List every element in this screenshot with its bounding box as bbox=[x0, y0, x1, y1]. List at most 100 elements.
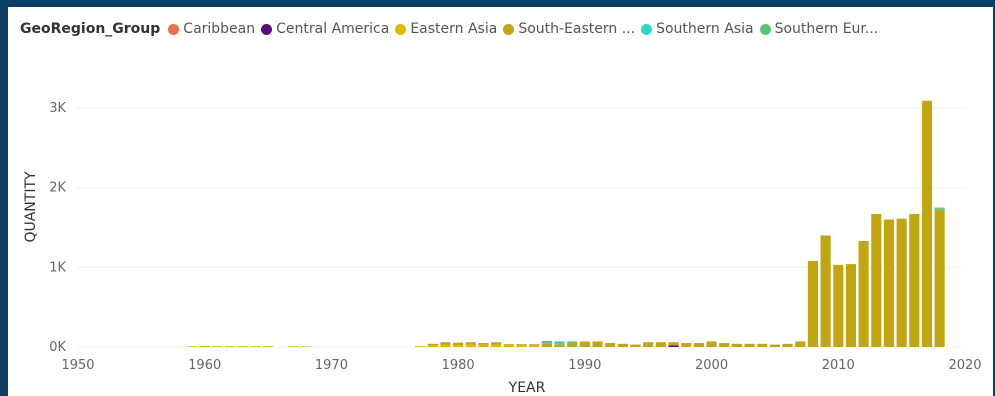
bar-segment[interactable] bbox=[554, 341, 565, 344]
x-axis-title: YEAR bbox=[508, 380, 546, 396]
bar-segment[interactable] bbox=[250, 346, 261, 347]
bar-segment[interactable] bbox=[301, 346, 312, 347]
y-axis-ticks: 0K 1K 2K 3K bbox=[49, 101, 66, 355]
x-tick-label: 1980 bbox=[442, 358, 475, 373]
bar-segment[interactable] bbox=[782, 343, 793, 347]
legend-label: Caribbean bbox=[183, 21, 256, 37]
bar-segment[interactable] bbox=[643, 342, 654, 347]
bar-segment[interactable] bbox=[630, 344, 641, 347]
bar-segment[interactable] bbox=[909, 213, 920, 347]
bar-segment[interactable] bbox=[719, 343, 730, 347]
y-tick-label: 1K bbox=[49, 260, 66, 275]
bar-segment[interactable] bbox=[516, 344, 527, 346]
x-tick-label: 1950 bbox=[61, 358, 94, 373]
bar-segment[interactable] bbox=[605, 343, 616, 347]
bar-segment[interactable] bbox=[845, 264, 857, 347]
bar-segment[interactable] bbox=[478, 343, 489, 345]
bar-segment[interactable] bbox=[617, 343, 628, 347]
legend-marker-icon bbox=[503, 23, 515, 35]
x-tick-label: 1960 bbox=[188, 358, 221, 373]
bar-segment[interactable] bbox=[833, 264, 844, 347]
bar-chart: 0K 1K 2K 3K 1950 1960 1970 1980 1990 2000 2010 202… bbox=[23, 100, 982, 396]
legend-marker-icon bbox=[168, 23, 180, 35]
bar-segment[interactable] bbox=[503, 345, 514, 347]
x-tick-label: 2010 bbox=[822, 358, 855, 373]
bar-segment[interactable] bbox=[934, 209, 945, 347]
bar-segment[interactable] bbox=[883, 219, 895, 348]
legend-marker-icon bbox=[395, 23, 407, 35]
bars bbox=[186, 100, 945, 348]
bar-segment[interactable] bbox=[440, 342, 451, 345]
legend-label: Eastern Asia bbox=[410, 21, 498, 37]
legend-item-southern-asia[interactable]: Southern Asia bbox=[641, 21, 754, 37]
bar-segment[interactable] bbox=[807, 260, 819, 347]
bar-segment[interactable] bbox=[579, 341, 590, 347]
x-tick-label: 1970 bbox=[315, 358, 348, 373]
bar-segment[interactable] bbox=[655, 342, 666, 347]
legend-title: GeoRegion_Group bbox=[20, 21, 161, 37]
legend-label: Central America bbox=[276, 21, 390, 37]
bar-segment[interactable] bbox=[731, 343, 742, 347]
legend-item-south-eastern[interactable]: South-Eastern ... bbox=[503, 21, 635, 37]
bar-segment[interactable] bbox=[693, 343, 704, 347]
gridlines bbox=[78, 107, 965, 348]
legend-label: South-Eastern ... bbox=[518, 21, 636, 37]
bar-segment[interactable] bbox=[453, 342, 464, 346]
bar-segment[interactable] bbox=[491, 344, 502, 347]
legend-marker-icon bbox=[261, 23, 273, 35]
bar-segment[interactable] bbox=[263, 346, 274, 347]
bar-segment[interactable] bbox=[427, 345, 438, 347]
legend: GeoRegion_Group Caribbean Central Americ… bbox=[20, 21, 884, 37]
bar-segment[interactable] bbox=[896, 218, 907, 347]
bar-segment[interactable] bbox=[934, 207, 945, 210]
bar-segment[interactable] bbox=[212, 346, 223, 347]
bar-segment[interactable] bbox=[516, 345, 527, 347]
bar-segment[interactable] bbox=[288, 346, 299, 347]
bar-segment[interactable] bbox=[681, 343, 692, 347]
x-tick-label: 2000 bbox=[695, 358, 728, 373]
bar-segment[interactable] bbox=[554, 343, 565, 345]
bar-segment[interactable] bbox=[224, 346, 236, 347]
bar-segment[interactable] bbox=[478, 344, 489, 347]
bar-segment[interactable] bbox=[186, 346, 198, 347]
bar-segment[interactable] bbox=[491, 342, 502, 345]
bar-segment[interactable] bbox=[199, 345, 210, 347]
y-axis-title: QUANTITY bbox=[23, 171, 39, 243]
bar-segment[interactable] bbox=[453, 345, 464, 347]
bar-segment[interactable] bbox=[529, 344, 540, 346]
bar-segment[interactable] bbox=[529, 345, 540, 347]
bar-segment[interactable] bbox=[237, 346, 248, 347]
y-tick-label: 2K bbox=[49, 181, 66, 196]
bar-segment[interactable] bbox=[744, 343, 755, 347]
bar-segment[interactable] bbox=[592, 341, 603, 347]
bar-segment[interactable] bbox=[503, 344, 514, 346]
bar-segment[interactable] bbox=[541, 343, 552, 347]
bar-segment[interactable] bbox=[858, 241, 869, 347]
legend-item-southern-europe[interactable]: Southern Eur... bbox=[759, 21, 878, 37]
bar-segment[interactable] bbox=[871, 213, 882, 347]
legend-item-central-america[interactable]: Central America bbox=[261, 21, 389, 37]
legend-marker-icon bbox=[759, 23, 771, 35]
bar-segment[interactable] bbox=[668, 342, 679, 346]
legend-label: Southern Asia bbox=[656, 21, 754, 37]
bar-segment[interactable] bbox=[706, 341, 717, 347]
bar-segment[interactable] bbox=[921, 100, 933, 347]
bar-segment[interactable] bbox=[465, 342, 476, 345]
bar-segment[interactable] bbox=[668, 345, 679, 347]
bar-segment[interactable] bbox=[769, 344, 780, 347]
bar-segment[interactable] bbox=[541, 341, 552, 344]
bar-segment[interactable] bbox=[567, 343, 578, 347]
bar-segment[interactable] bbox=[541, 343, 552, 344]
bar-segment[interactable] bbox=[820, 235, 831, 347]
legend-marker-icon bbox=[641, 23, 653, 35]
bar-segment[interactable] bbox=[440, 344, 451, 347]
legend-item-eastern-asia[interactable]: Eastern Asia bbox=[395, 21, 497, 37]
bar-segment[interactable] bbox=[554, 344, 565, 347]
legend-item-caribbean[interactable]: Caribbean bbox=[168, 21, 255, 37]
bar-segment[interactable] bbox=[567, 341, 578, 344]
bar-segment[interactable] bbox=[427, 343, 438, 346]
bar-segment[interactable] bbox=[415, 346, 426, 347]
bar-segment[interactable] bbox=[757, 343, 768, 347]
bar-segment[interactable] bbox=[465, 344, 476, 347]
bar-segment[interactable] bbox=[795, 341, 806, 347]
